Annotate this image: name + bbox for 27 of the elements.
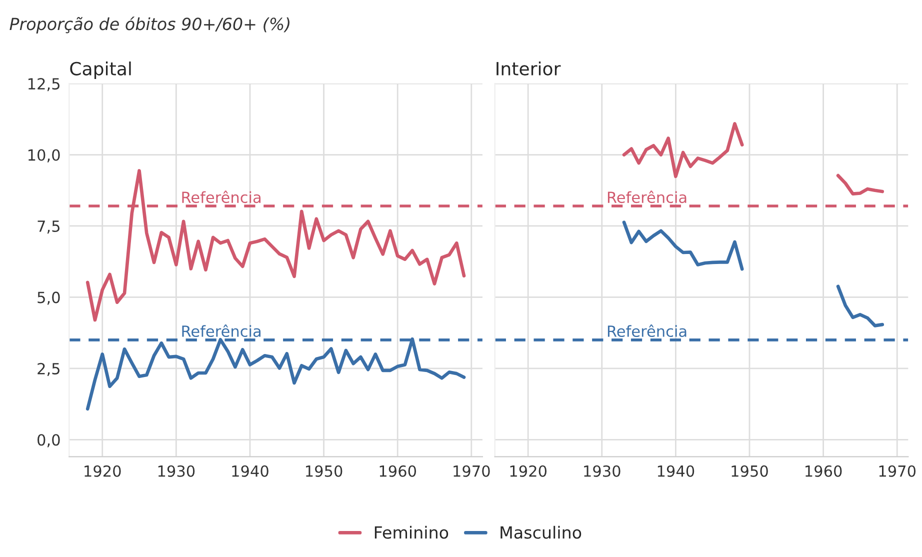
legend-label: Feminino [374,526,448,539]
ref-line-label: Referência [608,324,686,337]
ref-line-label: Referência [182,324,260,337]
x-tick-label: 1930 [158,465,195,477]
ref-line-label: Referência [608,190,686,204]
x-tick-label: 1930 [584,465,620,477]
chart-title: Capital [70,61,131,79]
x-tick-label: 1950 [732,465,768,477]
y-tick-label: 12,5 [28,78,60,92]
y-tick-label: 5,0 [38,292,60,305]
y-tick-label: 2,5 [38,362,60,376]
legend-label: Masculino [500,526,582,539]
x-tick-label: 1920 [510,465,546,477]
ref-line-label: Referência [182,190,260,204]
x-tick-label: 1970 [454,465,490,477]
x-tick-label: 1920 [84,465,121,477]
x-tick-label: 1970 [879,465,916,477]
y-tick-label: 7,5 [38,220,60,234]
x-tick-label: 1950 [306,465,342,477]
chart-title: Interior [496,61,561,76]
x-tick-label: 1940 [658,465,694,477]
y-tick-label: 10,0 [28,149,60,162]
x-tick-label: 1960 [380,465,416,477]
y-axis-title: Proporção de óbitos 90+/60+ (%) [10,16,290,34]
y-tick-label: 0,0 [38,434,60,448]
x-tick-label: 1960 [806,465,842,477]
x-tick-label: 1940 [232,465,268,477]
